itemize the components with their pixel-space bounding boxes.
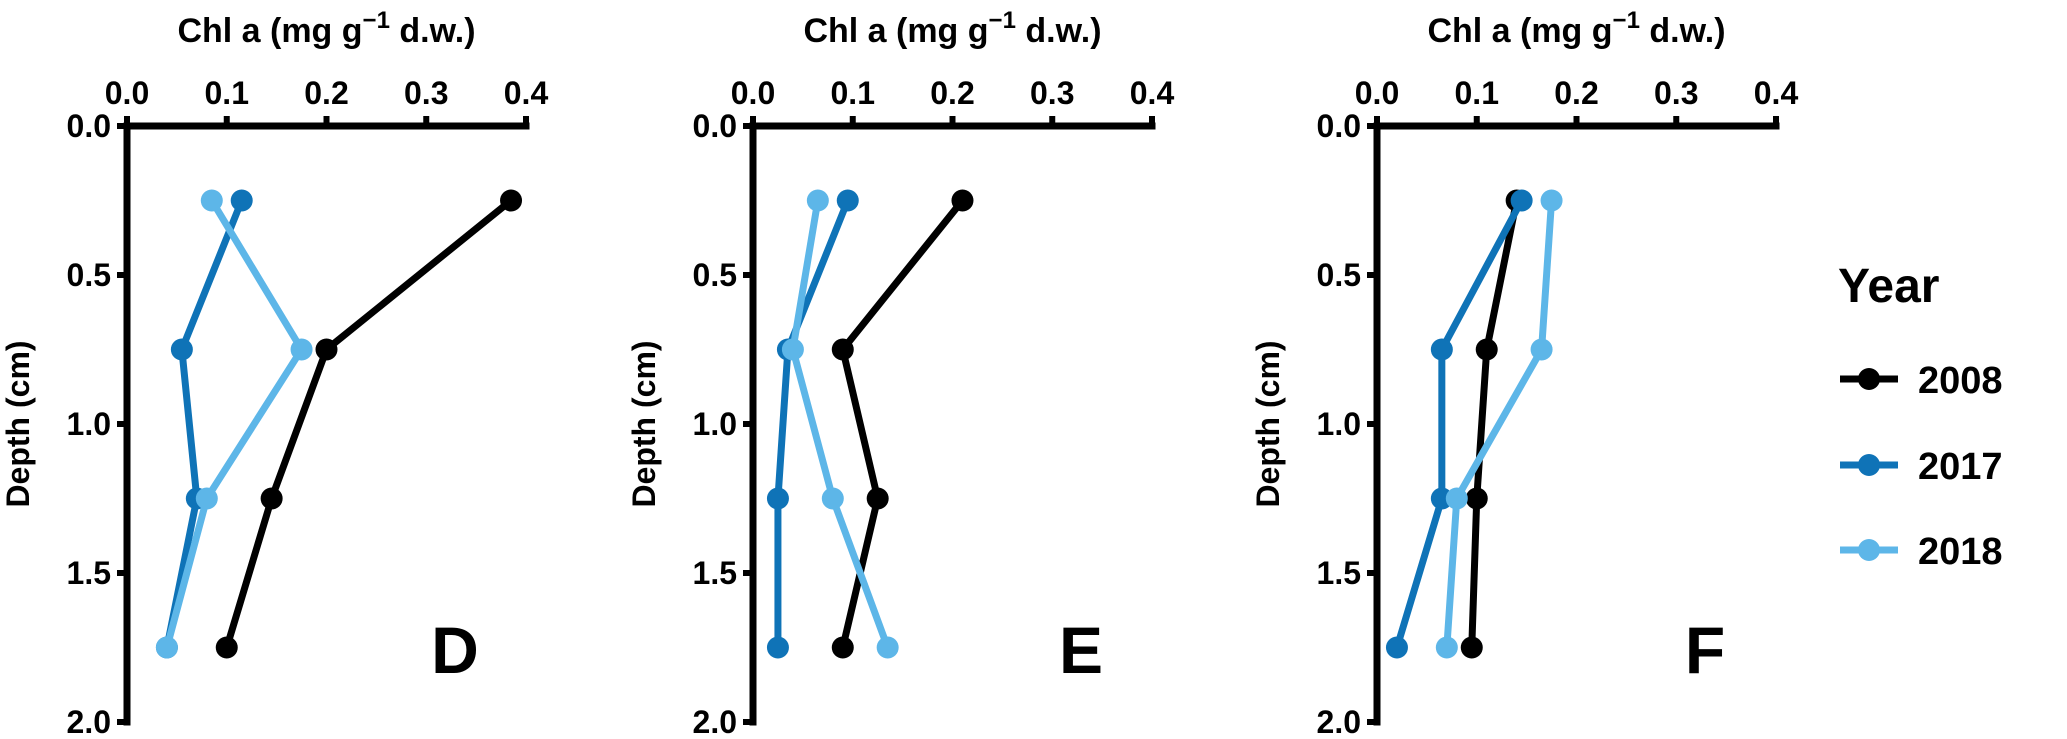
point-2018: [290, 338, 313, 361]
panel-label-f: F: [1685, 613, 1725, 687]
x-tick-label: 0.2: [304, 75, 348, 111]
x-tick-label: 0.2: [1554, 75, 1598, 111]
point-2018: [195, 487, 218, 510]
point-2018: [781, 338, 804, 361]
y-tick-label: 2.0: [67, 704, 111, 739]
x-tick-label: 0.3: [1654, 75, 1698, 111]
y-axis-title: Depth (cm): [1250, 340, 1286, 507]
legend-marker-2017: [1858, 454, 1880, 476]
legend-item-2008: 2008: [1840, 360, 2003, 402]
series-line-2017: [1393, 198, 1525, 649]
legend-marker-2018: [1858, 539, 1880, 561]
point-2017: [766, 487, 789, 510]
y-tick-label: 0.0: [1317, 108, 1361, 144]
x-tick-label: 0.0: [1355, 75, 1399, 111]
point-2018: [155, 636, 178, 659]
panel-f: 0.0 0.1 0.2 0.3 0.4 0.0 0.5 1.0 1.5 2.0 Chl a (mg …: [1250, 7, 1798, 739]
x-tick-label: 0.4: [1130, 75, 1175, 111]
y-tick-label: 1.0: [1317, 406, 1361, 442]
y-axis-title: Depth (cm): [0, 340, 36, 507]
point-2008: [831, 338, 854, 361]
y-tick-label: 1.5: [1317, 555, 1361, 591]
y-tick-label: 2.0: [693, 704, 737, 739]
y-tick-label: 1.0: [67, 406, 111, 442]
series-line-2017: [163, 199, 245, 649]
y-tick-label: 0.5: [1317, 257, 1361, 293]
point-2018: [821, 487, 844, 510]
series-line-2008: [1468, 199, 1521, 648]
x-axis-title: Chl a (mg g−1 d.w.): [177, 7, 475, 50]
point-2008: [831, 636, 854, 659]
y-tick-label: 0.5: [693, 257, 737, 293]
point-2018: [1530, 338, 1553, 361]
y-tick-label: 1.5: [67, 555, 111, 591]
point-2018: [1445, 487, 1468, 510]
point-2017: [1385, 636, 1408, 659]
y-tick-label: 0.0: [693, 108, 737, 144]
legend-title: Year: [1838, 260, 1939, 313]
point-2018: [806, 189, 829, 212]
point-2008: [260, 487, 283, 510]
y-tick-label: 1.0: [693, 406, 737, 442]
y-axis-title: Depth (cm): [626, 340, 662, 507]
point-2008: [951, 189, 974, 212]
x-axis-title: Chl a (mg g−1 d.w.): [1427, 7, 1725, 50]
series-line-2018: [163, 198, 306, 649]
legend-label-2017: 2017: [1918, 446, 2003, 488]
x-tick-label: 0.1: [831, 75, 875, 111]
point-2008: [215, 636, 238, 659]
x-tick-label: 0.1: [205, 75, 249, 111]
point-2017: [1510, 189, 1533, 212]
legend-item-2017: 2017: [1840, 446, 2003, 488]
y-tick-label: 0.5: [67, 257, 111, 293]
x-tick-label: 0.2: [930, 75, 974, 111]
legend-label-2008: 2008: [1918, 360, 2003, 402]
point-2008: [500, 189, 523, 212]
point-2017: [170, 338, 193, 361]
point-2008: [1465, 487, 1488, 510]
point-2018: [200, 189, 223, 212]
y-tick-label: 0.0: [67, 108, 111, 144]
legend-label-2018: 2018: [1918, 531, 2003, 573]
series-line-2018: [789, 199, 891, 649]
x-tick-label: 0.1: [1455, 75, 1499, 111]
series-line-2017: [774, 199, 852, 648]
point-2018: [1435, 636, 1458, 659]
x-axis-title: Chl a (mg g−1 d.w.): [803, 7, 1101, 50]
point-2017: [230, 189, 253, 212]
x-tick-label: 0.4: [1754, 75, 1799, 111]
x-tick-label: 0.3: [1030, 75, 1074, 111]
x-tick-label: 0.3: [404, 75, 448, 111]
point-2008: [1475, 338, 1498, 361]
point-2017: [766, 636, 789, 659]
panel-d: 0.0 0.1 0.2 0.3 0.4 0.0 0.5 1.0 1.5 2.0 Chl a (mg …: [0, 7, 548, 739]
y-tick-label: 2.0: [1317, 704, 1361, 739]
series-line-2008: [223, 197, 514, 649]
point-2017: [1430, 338, 1453, 361]
series-line-2018: [1443, 200, 1556, 648]
x-tick-label: 0.0: [105, 75, 149, 111]
panel-e: 0.0 0.1 0.2 0.3 0.4 0.0 0.5 1.0 1.5 2.0 Chl a (mg …: [626, 7, 1174, 739]
point-2008: [315, 338, 338, 361]
legend: Year 2008 2017 2018: [1838, 260, 2003, 573]
point-2018: [1540, 189, 1563, 212]
panel-label-d: D: [431, 613, 479, 687]
x-tick-label: 0.4: [504, 75, 549, 111]
legend-item-2018: 2018: [1840, 531, 2003, 573]
legend-marker-2008: [1858, 368, 1880, 390]
x-tick-label: 0.0: [731, 75, 775, 111]
point-2017: [836, 189, 859, 212]
y-tick-label: 1.5: [693, 555, 737, 591]
panel-label-e: E: [1059, 613, 1103, 687]
point-2008: [1460, 636, 1483, 659]
point-2008: [866, 487, 889, 510]
point-2018: [876, 636, 899, 659]
